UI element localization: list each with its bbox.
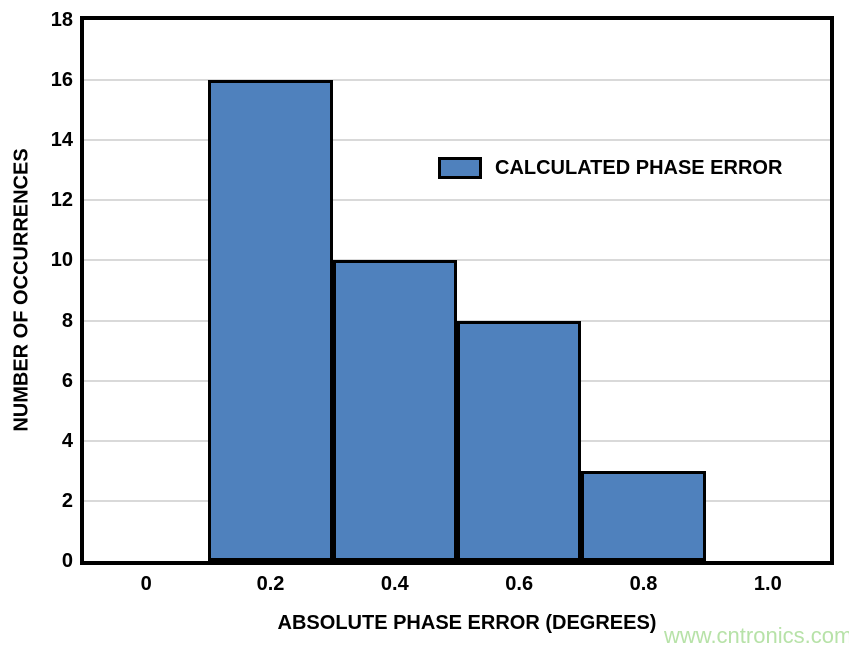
plot-area — [80, 16, 834, 565]
legend: CALCULATED PHASE ERROR — [438, 156, 782, 180]
legend-label: CALCULATED PHASE ERROR — [495, 157, 783, 179]
bar-0.1-0.3 — [208, 80, 333, 561]
watermark-text: www.cntronics.com — [664, 623, 849, 648]
x-tick-label-0.8: 0.8 — [629, 573, 658, 595]
y-tick-label-4: 4 — [61, 429, 73, 452]
y-tick-label-2: 2 — [61, 489, 73, 512]
gridline-10 — [84, 259, 830, 262]
y-tick-label-14: 14 — [50, 129, 73, 152]
y-tick-label-12: 12 — [50, 189, 73, 212]
x-tick-label-1.0: 1.0 — [753, 573, 782, 595]
bar-0.3-0.5 — [332, 260, 457, 561]
legend-swatch — [438, 157, 482, 179]
y-tick-label-0: 0 — [61, 550, 73, 572]
x-tick-label-0.6: 0.6 — [505, 573, 534, 595]
bar-0.5-0.7 — [457, 320, 582, 561]
y-tick-label-18: 18 — [50, 9, 73, 31]
y-tick-label-6: 6 — [61, 369, 73, 392]
gridline-12 — [84, 199, 830, 202]
gridline-8 — [84, 319, 830, 322]
x-tick-label-0.2: 0.2 — [256, 573, 285, 595]
gridline-14 — [84, 139, 830, 142]
y-tick-label-8: 8 — [61, 309, 73, 332]
y-tick-label-10: 10 — [50, 249, 73, 272]
bar-0.7-0.9 — [581, 470, 706, 561]
x-axis-title: ABSOLUTE PHASE ERROR (DEGREES) — [277, 612, 657, 634]
x-tick-label-0.4: 0.4 — [380, 573, 409, 595]
y-tick-label-16: 16 — [50, 69, 73, 92]
gridline-16 — [84, 79, 830, 82]
x-tick-label-0: 0 — [140, 573, 152, 595]
